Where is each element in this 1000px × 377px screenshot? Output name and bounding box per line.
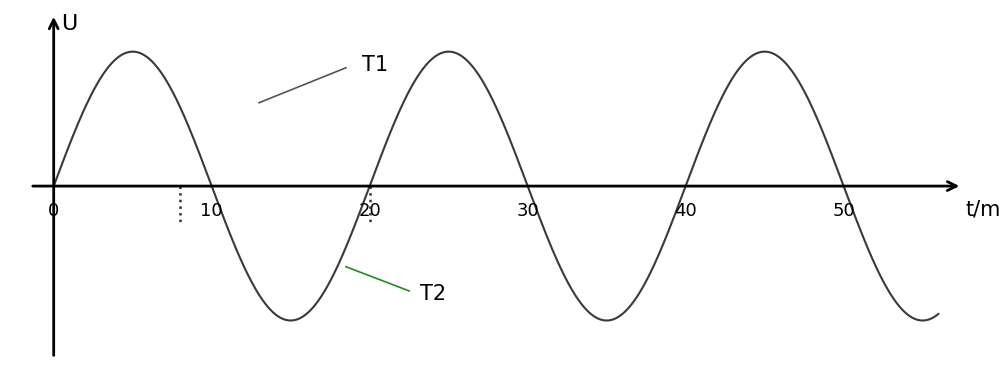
Text: 50: 50 <box>832 202 855 220</box>
Text: 20: 20 <box>358 202 381 220</box>
Text: U: U <box>62 14 78 34</box>
Text: 0: 0 <box>48 202 59 220</box>
Text: T2: T2 <box>420 284 446 303</box>
Text: 30: 30 <box>516 202 539 220</box>
Text: 10: 10 <box>200 202 223 220</box>
Text: 40: 40 <box>674 202 697 220</box>
Text: T1: T1 <box>362 55 388 75</box>
Text: t/ms: t/ms <box>965 199 1000 219</box>
